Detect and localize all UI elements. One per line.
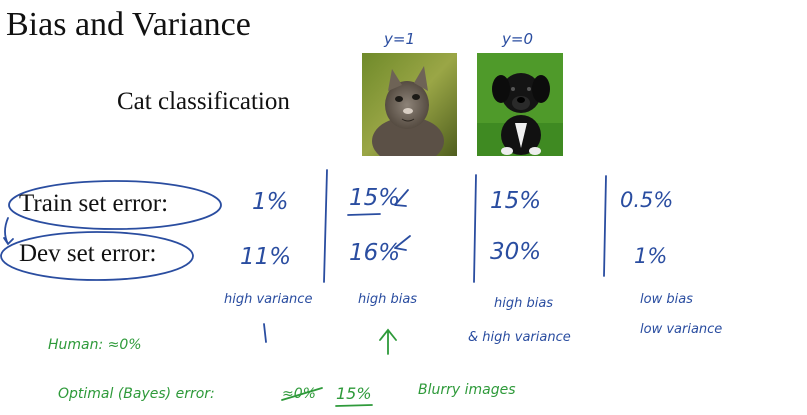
human-error-note: Human: ≈0% bbox=[48, 337, 142, 353]
dog-label: y=0 bbox=[502, 30, 533, 48]
dog-photo bbox=[477, 53, 563, 156]
divider-3 bbox=[603, 175, 607, 277]
col2-verdict: high bias bbox=[358, 292, 418, 307]
underline-15 bbox=[347, 213, 381, 216]
col1-dev: 11% bbox=[240, 244, 292, 270]
dev-16-check-arrow bbox=[394, 235, 411, 251]
col3-dev: 30% bbox=[490, 239, 542, 265]
col1-verdict: high variance bbox=[224, 292, 313, 307]
arrow-down-icon bbox=[3, 217, 14, 246]
col4-train: 0.5% bbox=[620, 188, 674, 212]
dev-error-label: Dev set error: bbox=[19, 240, 157, 267]
cat-photo bbox=[362, 53, 457, 156]
col1-train: 1% bbox=[252, 189, 289, 215]
blurry-images-note: Blurry images bbox=[418, 382, 516, 398]
train-label-circle bbox=[8, 180, 222, 230]
train-15-check-arrow bbox=[394, 189, 409, 207]
col1-mark bbox=[263, 323, 267, 343]
optimal-error-label: Optimal (Bayes) error: bbox=[58, 386, 215, 402]
col4-dev: 1% bbox=[634, 244, 668, 268]
divider-1 bbox=[323, 169, 328, 283]
slide-subtitle: Cat classification bbox=[117, 88, 290, 115]
optimal-error-value: 15% bbox=[336, 384, 372, 403]
cat-label: y=1 bbox=[384, 30, 415, 48]
col4-verdict: low bias bbox=[640, 292, 693, 307]
col3-verdict: high bias bbox=[494, 296, 554, 311]
divider-2 bbox=[473, 174, 477, 283]
col2-train: 15% bbox=[349, 185, 401, 211]
dev-label-circle bbox=[0, 231, 194, 281]
col2-dev: 16% bbox=[349, 240, 401, 266]
underline-15-green bbox=[335, 404, 373, 407]
col3-verdict-2: & high variance bbox=[468, 330, 571, 345]
up-arrow-icon bbox=[379, 328, 397, 355]
col4-verdict-2: low variance bbox=[640, 322, 723, 337]
slide-title: Bias and Variance bbox=[6, 6, 251, 43]
col3-train: 15% bbox=[490, 188, 542, 214]
train-error-label: Train set error: bbox=[19, 190, 169, 217]
optimal-error-struck: ≈0% bbox=[282, 386, 316, 402]
strike-through bbox=[281, 387, 323, 401]
